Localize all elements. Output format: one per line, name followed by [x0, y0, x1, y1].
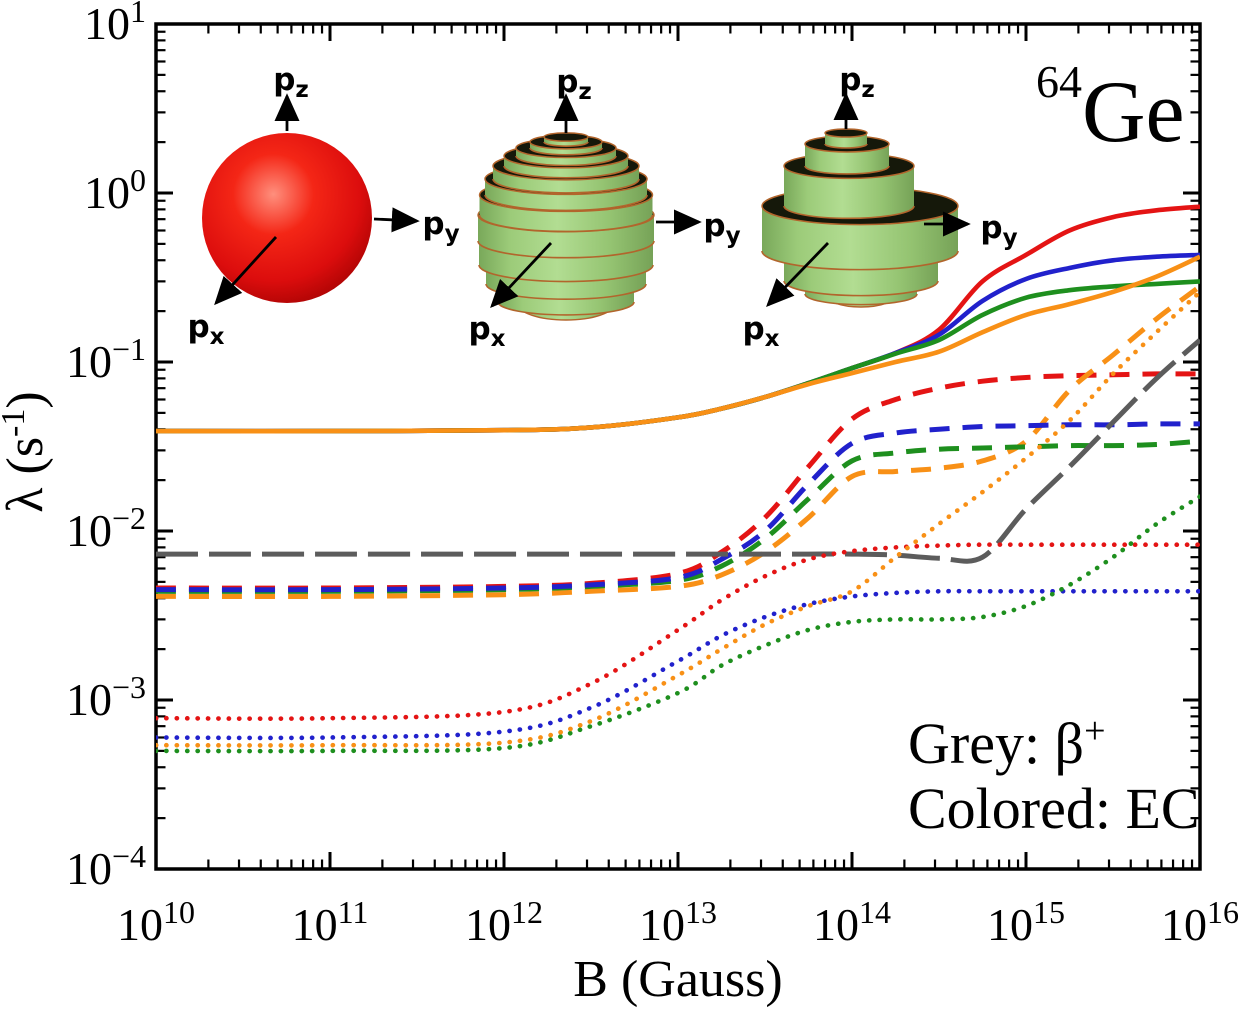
- ring-9-bottom-rim: [529, 147, 603, 156]
- legend-grey-superscript: +: [1084, 710, 1105, 752]
- x-tick-label-1e15: 1015: [987, 894, 1065, 950]
- curves-layer: [156, 204, 1200, 754]
- px-arrow: [766, 242, 830, 308]
- px-arrow: [214, 236, 278, 306]
- ring-3-bottom-rim: [477, 240, 655, 259]
- curve-ec-solid-orange: [156, 254, 1200, 434]
- x-tick-label-1e14: 1014: [813, 894, 891, 950]
- y-tick-label-1e−3: 10−3: [66, 669, 146, 725]
- ring-6-side: [493, 166, 639, 193]
- cyl-3-side: [762, 206, 958, 270]
- py-label: py: [980, 210, 1017, 251]
- y-tick-label-1e1: 101: [84, 0, 146, 49]
- x-tick-label-1e10: 1010: [117, 894, 195, 950]
- y-tick-label-1e0: 100: [84, 162, 146, 218]
- insets-layer: pz py px pz py px pz py px: [187, 62, 1017, 352]
- curve-ec-dashed-green: [156, 438, 1200, 594]
- isotope-mass-superscript: 64: [1036, 56, 1082, 107]
- ring-5-bottom-rim: [484, 194, 648, 212]
- px-label: px: [187, 309, 224, 350]
- legend-colored-line: Colored: EC: [908, 776, 1200, 841]
- ring-10-bottom-rim: [543, 141, 589, 147]
- curve-ec-dotted-green: [156, 494, 1200, 754]
- curve-beta-plus-grey: [156, 338, 1200, 564]
- ring-8-bottom-rim: [515, 155, 617, 167]
- ring-9-side: [530, 142, 602, 155]
- legend-grey-text: Grey: β: [908, 711, 1084, 776]
- curve-ec-dotted-red: [156, 542, 1200, 721]
- cyl-6-bottom-rim: [824, 143, 868, 149]
- y-title-suffix: ): [0, 391, 54, 408]
- static-labels-layer: 64Ge Grey: β+ Colored: EC B (Gauss) λ (s…: [0, 56, 1200, 1008]
- curve-ec-dashed-blue: [156, 421, 1200, 593]
- inset-stacked-cylinders: pz py px: [742, 62, 1017, 352]
- ring-2-bottom-rim: [478, 264, 654, 283]
- px-label: px: [468, 311, 505, 352]
- ring-8-side: [516, 148, 616, 166]
- plot-frame-layer: 1010 1011 1012 1013 1014 1015 1016 101 100 10−1 10…: [66, 0, 1239, 950]
- x-tick-label-1e13: 1013: [639, 894, 717, 950]
- ring-4-side: [479, 195, 653, 232]
- py-label: py: [422, 206, 459, 247]
- isotope-element: Ge: [1082, 64, 1185, 161]
- momentum-sphere: [202, 133, 372, 303]
- ring-6-bottom-rim: [492, 178, 640, 194]
- y-axis-title: λ (s-1): [0, 391, 54, 512]
- isotope-annotation: 64Ge: [1036, 56, 1185, 161]
- y-title-prefix: λ (s: [0, 437, 54, 513]
- px-label: px: [742, 311, 779, 352]
- curve-ec-dotted-blue: [156, 588, 1200, 741]
- py-label: py: [703, 208, 740, 249]
- cyl-4-bottom-rim: [783, 205, 915, 220]
- curve-ec-dotted-orange: [156, 289, 1200, 748]
- cyl-6-top: [824, 128, 868, 138]
- cyl-4-side: [784, 166, 914, 219]
- px-arrow: [490, 242, 553, 309]
- x-tick-label-1e12: 1012: [465, 894, 543, 950]
- curve-ec-dashed-orange: [156, 284, 1200, 600]
- ring-7-side: [504, 156, 628, 178]
- pz-label: pz: [273, 62, 309, 103]
- inset-free-sphere: pz py px: [187, 62, 459, 350]
- curve-ec-dashed-red: [156, 371, 1200, 591]
- ring-4-bottom-rim: [478, 214, 654, 233]
- x-tick-label-1e11: 1011: [292, 894, 369, 950]
- legend-grey-line: Grey: β+: [908, 710, 1106, 776]
- inset-layered-sphere: pz py px: [468, 64, 740, 352]
- x-tick-label-1e16: 1016: [1161, 894, 1239, 950]
- cyl-1-bottom-rim: [804, 293, 918, 306]
- cyl-2-side: [784, 251, 938, 296]
- cyl-3-bottom-rim: [761, 250, 959, 271]
- ring-7-bottom-rim: [503, 165, 629, 179]
- ring-3-side: [478, 215, 654, 258]
- x-axis-title: B (Gauss): [573, 951, 782, 1008]
- ring-10-top: [543, 132, 589, 142]
- cyl-5-bottom-rim: [804, 165, 890, 175]
- pz-label: pz: [556, 64, 592, 105]
- y-tick-label-1e−1: 10−1: [66, 331, 146, 387]
- curve-ec-solid-green: [156, 279, 1200, 434]
- y-tick-label-1e−4: 10−4: [66, 838, 146, 894]
- y-title-superscript: -1: [0, 409, 32, 437]
- py-arrow: [373, 207, 420, 233]
- y-tick-label-1e−2: 10−2: [66, 500, 146, 556]
- pz-label: pz: [839, 62, 875, 103]
